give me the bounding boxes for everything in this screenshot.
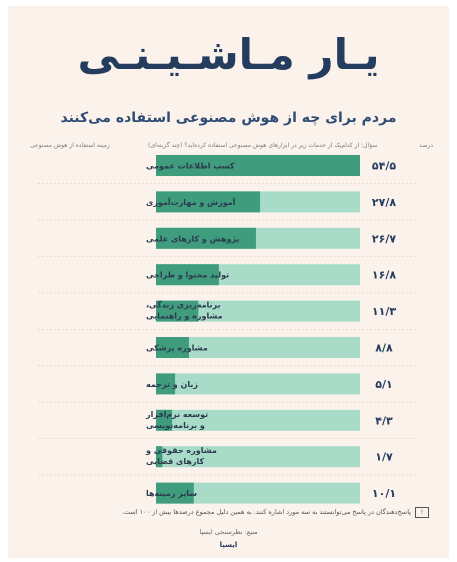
category-label: توسعه نرم‌افزار و برنامه‌نویسی	[145, 410, 208, 430]
value-label: ۱۱/۳	[372, 305, 396, 318]
bar-chart: کسب اطلاعات عمومی ۵۴/۵ آموزش و مهارت‌آموزی…	[38, 155, 418, 504]
category-label: تولید محتوا و طراحی	[146, 271, 229, 280]
value-label: ۱۰/۱	[372, 487, 396, 500]
bar-track	[156, 446, 360, 468]
bar-row: برنامه‌ریزی زندگی، مشاوره و راهنمایی ۱۱/۳	[146, 300, 396, 322]
bar-track	[156, 337, 360, 358]
bar	[156, 300, 199, 322]
page-title: یـار مـاشـیـنـی	[77, 30, 380, 79]
category-label: آموزش و مهارت‌آموزی	[146, 197, 236, 208]
category-label: مشاوره پزشکی	[146, 344, 208, 353]
bar-row: آموزش و مهارت‌آموزی ۲۷/۸	[146, 191, 396, 213]
category-label: کسب اطلاعات عمومی	[146, 162, 235, 171]
bar	[156, 409, 173, 431]
infographic-card: یـار مـاشـیـنـی مردم برای چه از هوش مصنو…	[8, 6, 449, 558]
brand-logo: ایسپا	[219, 541, 238, 549]
header-percent: درصد	[419, 142, 433, 149]
value-label: ۲۷/۸	[372, 196, 396, 209]
bar-row: مشاوره حقوقی و کارهای قضایی ۱/۷	[145, 446, 393, 468]
bar	[156, 264, 219, 286]
category-label: مشاوره حقوقی و کارهای قضایی	[145, 446, 217, 466]
category-label: برنامه‌ریزی زندگی، مشاوره و راهنمایی	[146, 300, 223, 321]
value-label: ۱/۷	[375, 451, 393, 464]
bar-track	[156, 482, 360, 504]
bar-track	[156, 373, 360, 395]
footnote: پاسخ‌دهندگان در پاسخ می‌توانستند به سه م…	[121, 508, 411, 516]
bar	[156, 227, 256, 249]
category-label: سایر زمینه‌ها	[146, 489, 197, 498]
header-use-field: زمینه استفاده از هوش مصنوعی	[30, 142, 110, 149]
source-credit: منبع: نظرسنجی ایسپا	[199, 528, 258, 536]
bar	[156, 482, 194, 504]
bar	[156, 373, 176, 395]
bar	[156, 191, 261, 213]
value-label: ۱۶/۸	[372, 269, 396, 282]
bar-row: پژوهش و کارهای علمی ۲۶/۷	[146, 227, 396, 249]
bar	[156, 155, 360, 176]
category-label: زبان و ترجمه	[146, 380, 198, 389]
bar	[156, 446, 163, 468]
bar-row: کسب اطلاعات عمومی ۵۴/۵	[146, 155, 396, 176]
bar-row: توسعه نرم‌افزار و برنامه‌نویسی ۴/۳	[145, 409, 393, 431]
bar-row: مشاوره پزشکی ۸/۸	[146, 337, 393, 358]
bar	[156, 337, 189, 358]
bar-track	[156, 300, 360, 322]
bar-row: تولید محتوا و طراحی ۱۶/۸	[146, 264, 396, 286]
value-label: ۵/۱	[375, 378, 392, 391]
value-label: ۵۴/۵	[372, 160, 396, 173]
value-label: ۴/۳	[375, 414, 393, 427]
value-label: ۸/۸	[375, 342, 393, 355]
page-subtitle: مردم برای چه از هوش مصنوعی استفاده می‌کن…	[60, 110, 397, 126]
bar-track	[156, 409, 360, 431]
value-label: ۲۶/۷	[372, 232, 396, 245]
category-label: پژوهش و کارهای علمی	[146, 234, 239, 244]
info-icon: !	[415, 507, 429, 518]
bar-row: سایر زمینه‌ها ۱۰/۱	[146, 482, 396, 504]
header-question: سؤال: از کدام‌یک از خدمات زیر در ابزارها…	[148, 142, 378, 149]
bar-row: زبان و ترجمه ۵/۱	[146, 373, 393, 395]
